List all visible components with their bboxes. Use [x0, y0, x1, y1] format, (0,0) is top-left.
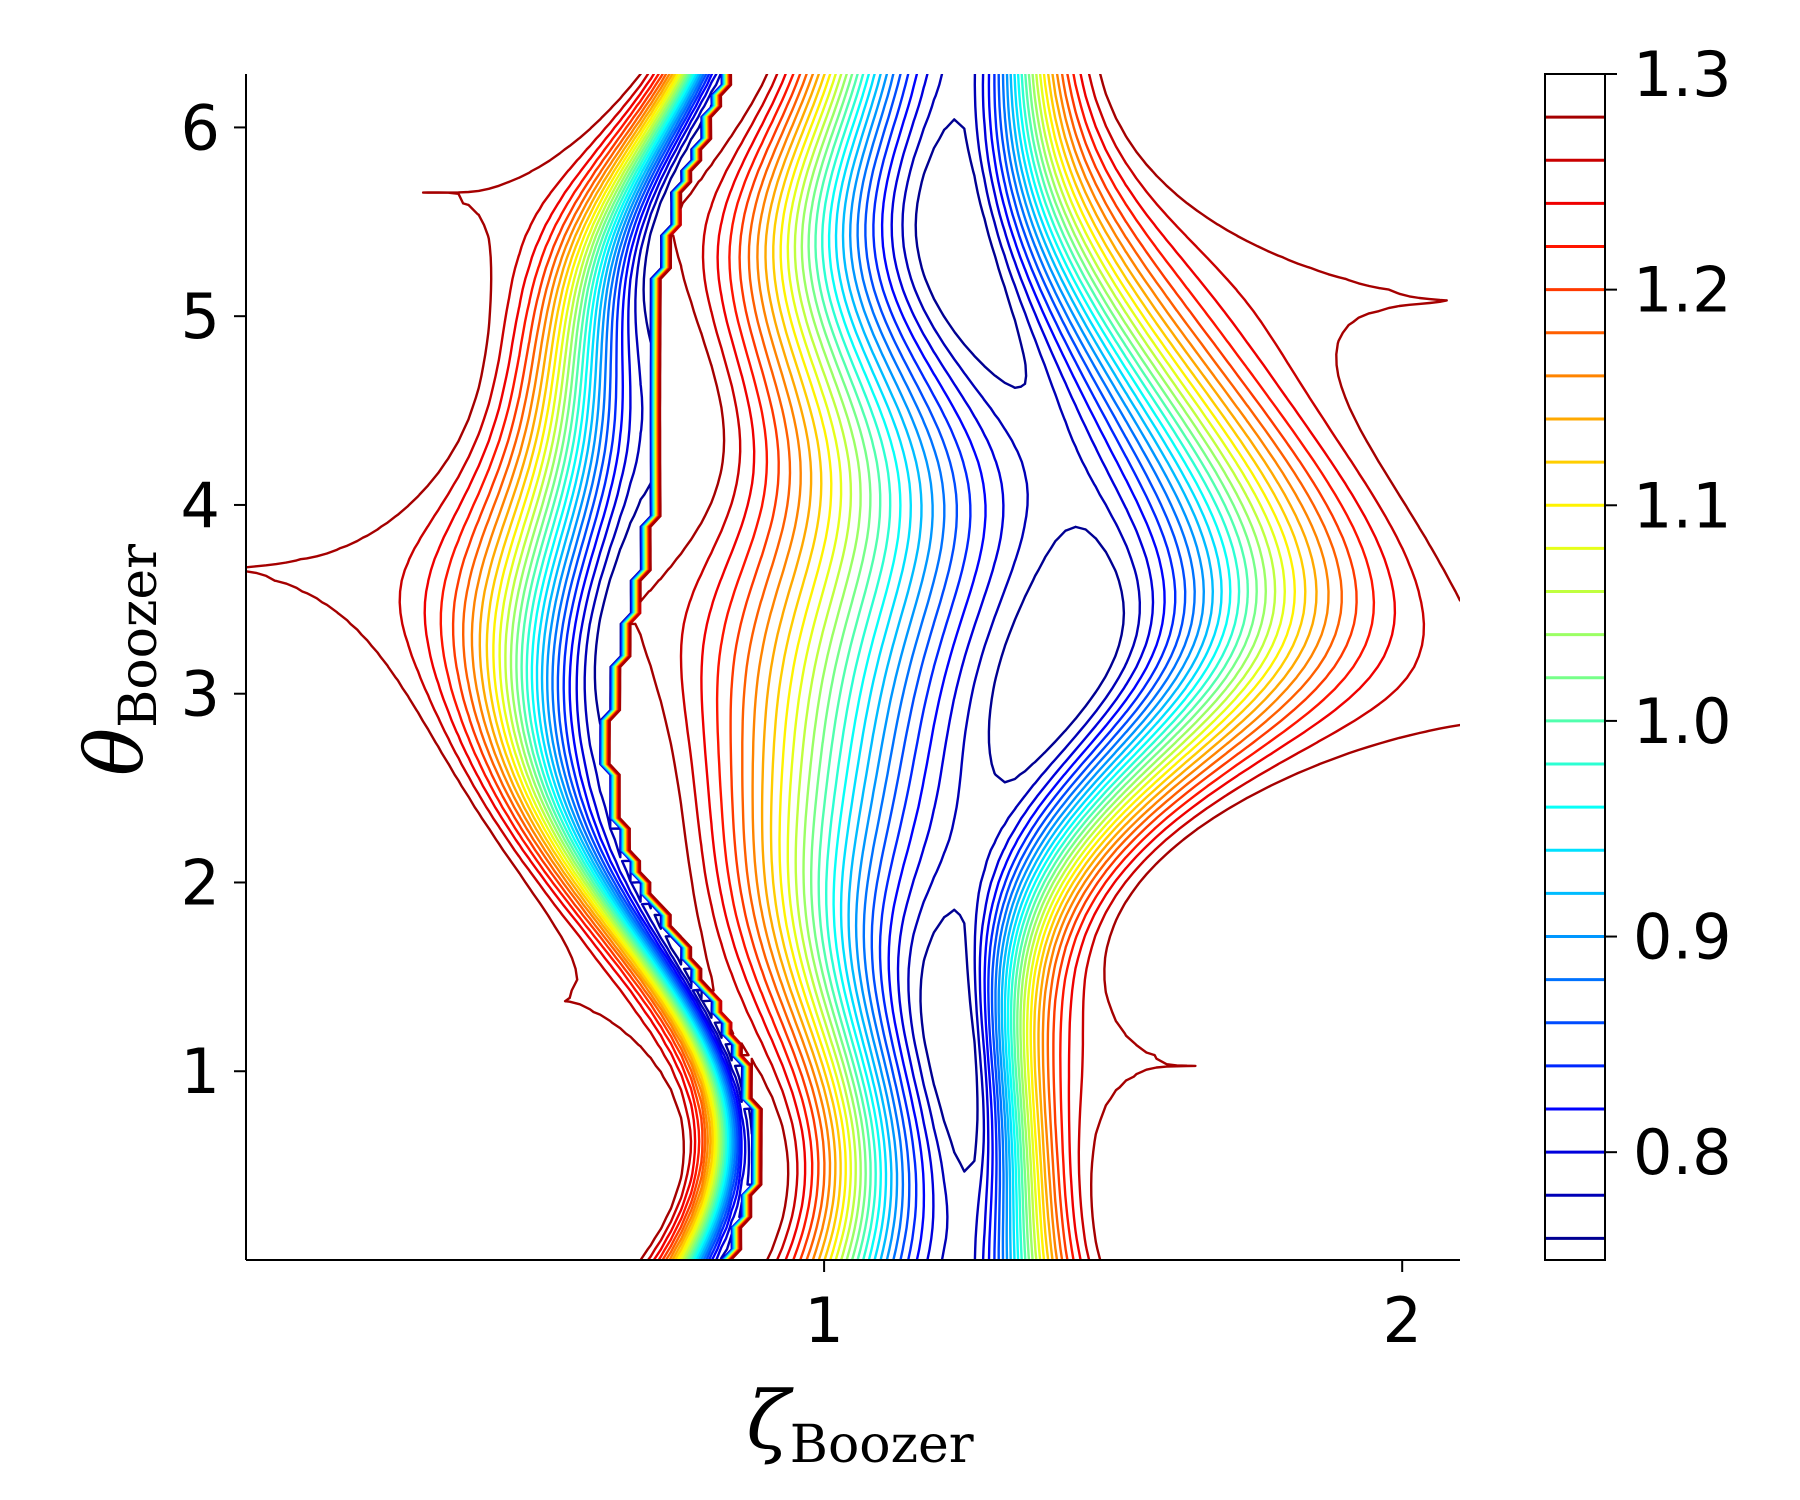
x-tick-label: 1: [804, 1284, 843, 1357]
axes: [245, 74, 1460, 1261]
y-tick-label: 4: [181, 469, 220, 542]
contour-level-24: [423, 74, 1397, 1260]
colorbar-tick-label: 0.8: [1633, 1116, 1732, 1189]
y-tick-label: 2: [181, 846, 220, 919]
colorbar-tick-label: 0.9: [1633, 901, 1732, 974]
y-tick-label: 1: [181, 1035, 220, 1108]
y-axis-label: θBoozer: [68, 544, 169, 776]
colorbar-tick-label: 1.2: [1633, 254, 1732, 327]
colorbar: 0.8 0.9 1.0 1.1 1.2 1.3: [1544, 38, 1732, 1261]
x-tick-label: 2: [1382, 1284, 1421, 1357]
contour-level-15: [504, 74, 1277, 1260]
x-axis-label: ζBoozer: [746, 1374, 973, 1475]
y-ticks: 1 2 3 4 5 6: [181, 91, 246, 1108]
colorbar-background: [1545, 74, 1605, 1260]
contour-level-13: [515, 74, 1258, 1260]
y-tick-label: 3: [181, 658, 220, 731]
colorbar-tick-label: 1.3: [1633, 38, 1732, 111]
y-tick-label: 5: [181, 280, 220, 353]
colorbar-frame: [1544, 73, 1606, 1261]
y-tick-label: 6: [181, 91, 220, 164]
colorbar-tick-label: 1.1: [1633, 469, 1732, 542]
colorbar-tick-label: 1.0: [1633, 685, 1732, 758]
contour-level-26: [246, 74, 1460, 1260]
contour-lines: [246, 74, 1460, 1260]
